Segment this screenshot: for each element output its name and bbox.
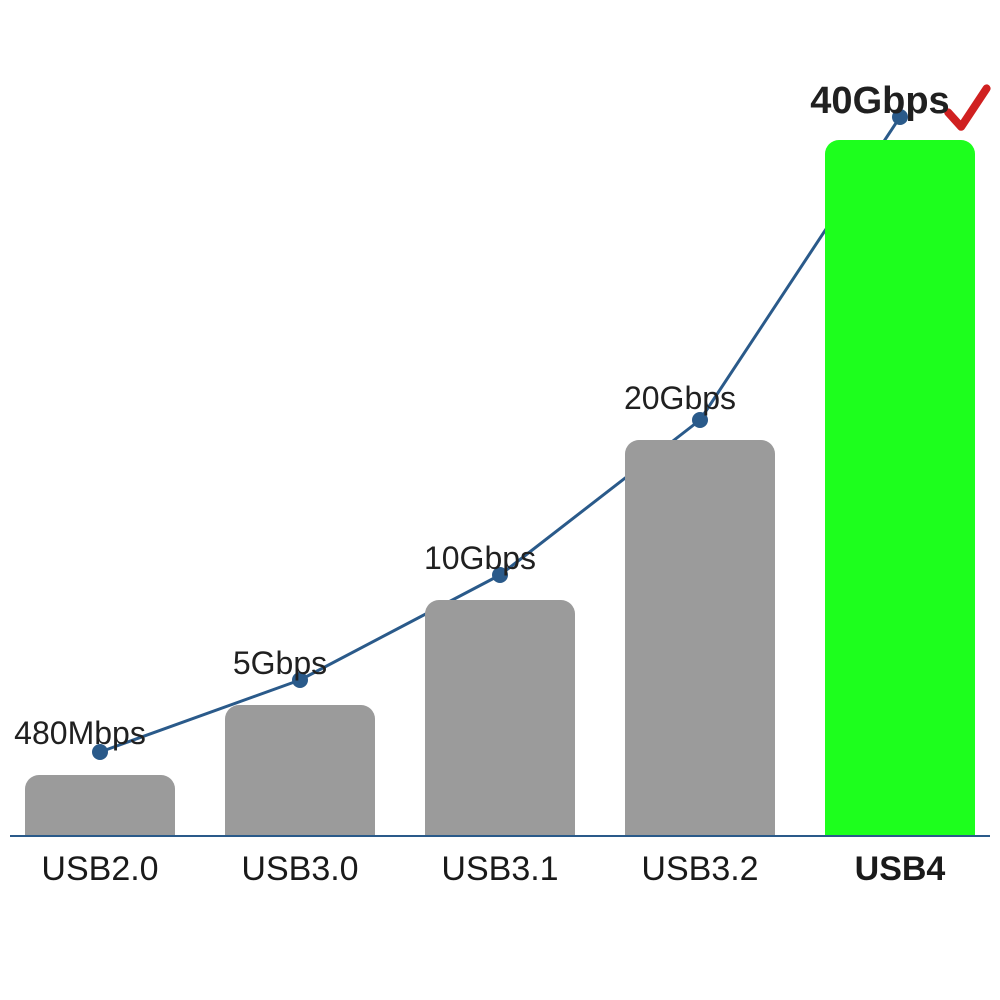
value-unit-usb2: bps bbox=[94, 715, 146, 751]
bar-usb2 bbox=[25, 775, 175, 835]
value-unit-usb31: bps bbox=[484, 540, 536, 576]
value-unit-usb32: bps bbox=[684, 380, 736, 416]
x-axis-line bbox=[10, 835, 990, 837]
bar-usb4 bbox=[825, 140, 975, 835]
value-label-usb2: 480Mbps bbox=[0, 715, 175, 752]
value-num-usb2: 480M bbox=[14, 715, 94, 751]
value-unit-usb4: bps bbox=[882, 80, 950, 122]
xlabel-usb4: USB4 bbox=[805, 850, 995, 889]
bar-usb32 bbox=[625, 440, 775, 835]
bar-usb31 bbox=[425, 600, 575, 835]
value-num-usb32: 20G bbox=[624, 380, 684, 416]
xlabel-usb32: USB3.2 bbox=[605, 850, 795, 889]
value-label-usb32: 20Gbps bbox=[585, 380, 775, 417]
value-num-usb4: 40G bbox=[810, 80, 882, 122]
value-label-usb4: 40Gbps bbox=[785, 80, 975, 123]
xlabel-usb3: USB3.0 bbox=[205, 850, 395, 889]
xlabel-usb31: USB3.1 bbox=[405, 850, 595, 889]
value-unit-usb3: bps bbox=[276, 645, 328, 681]
value-num-usb31: 10G bbox=[424, 540, 484, 576]
value-num-usb3: 5G bbox=[233, 645, 276, 681]
value-label-usb31: 10Gbps bbox=[385, 540, 575, 577]
xlabel-usb2: USB2.0 bbox=[5, 850, 195, 889]
usb-speed-chart: USB2.0480MbpsUSB3.05GbpsUSB3.110GbpsUSB3… bbox=[0, 0, 1000, 1000]
value-label-usb3: 5Gbps bbox=[185, 645, 375, 682]
bar-usb3 bbox=[225, 705, 375, 835]
